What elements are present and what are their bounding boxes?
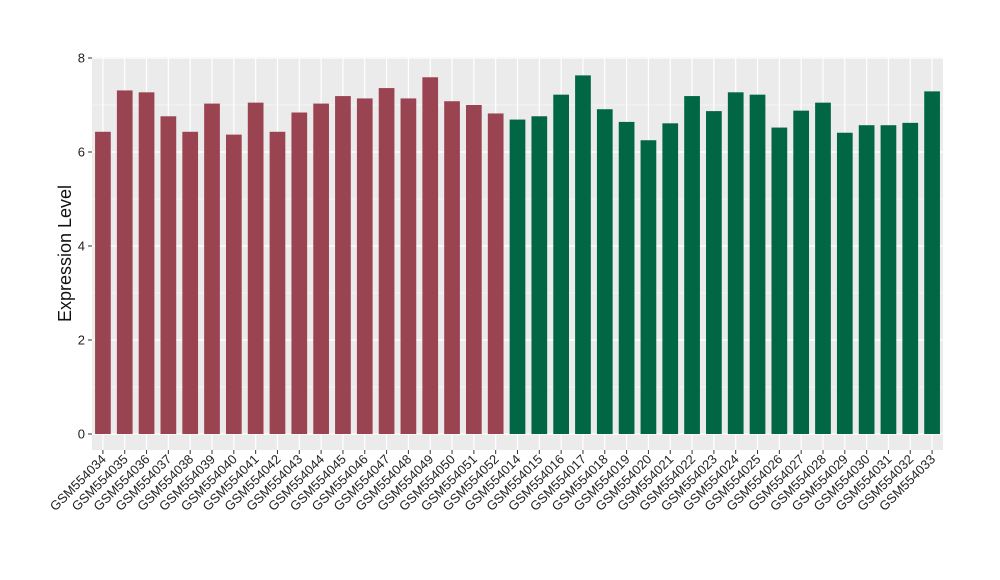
- y-tick-label: 6: [78, 145, 85, 160]
- bar-GSM554033: [924, 91, 940, 435]
- bar-GSM554044: [313, 103, 329, 434]
- y-tick-label: 0: [78, 427, 85, 442]
- y-axis: 0 2 4 6 8: [78, 51, 92, 442]
- bar-GSM554050: [444, 101, 460, 435]
- bar-GSM554040: [225, 134, 242, 435]
- bar-GSM554017: [575, 75, 591, 434]
- bar-GSM554028: [815, 102, 831, 435]
- bar-GSM554049: [422, 77, 439, 435]
- bar-GSM554031: [880, 125, 897, 435]
- y-axis-title: Expression Level: [55, 185, 75, 322]
- bar-GSM554024: [727, 92, 744, 434]
- bar-GSM554051: [466, 105, 482, 434]
- bar-GSM554016: [553, 94, 569, 434]
- bar-GSM554023: [706, 111, 722, 435]
- bar-GSM554021: [662, 123, 679, 434]
- bar-GSM554015: [531, 116, 548, 434]
- bar-GSM554052: [487, 113, 504, 435]
- bar-GSM554047: [378, 88, 395, 434]
- y-tick-label: 2: [78, 333, 85, 348]
- bar-GSM554045: [335, 96, 351, 434]
- bar-GSM554026: [771, 127, 788, 434]
- bar-GSM554025: [749, 94, 766, 434]
- bar-GSM554037: [160, 116, 177, 434]
- bar-GSM554022: [684, 96, 700, 434]
- bar-GSM554027: [793, 110, 810, 434]
- bar-GSM554038: [182, 131, 199, 435]
- bar-GSM554042: [269, 131, 286, 435]
- bar-GSM554046: [356, 98, 373, 435]
- y-tick-label: 8: [78, 51, 85, 66]
- y-tick-label: 4: [78, 239, 85, 254]
- bar-GSM554041: [247, 102, 264, 435]
- bar-GSM554030: [858, 125, 875, 435]
- bar-GSM554020: [640, 140, 657, 434]
- bar-GSM554018: [596, 109, 613, 434]
- bar-GSM554035: [116, 90, 133, 435]
- bar-GSM554036: [138, 92, 155, 434]
- bar-GSM554034: [95, 131, 111, 435]
- x-axis: GSM554034GSM554035GSM554036GSM554037GSM5…: [47, 450, 938, 514]
- bar-GSM554043: [291, 112, 308, 435]
- bar-GSM554032: [902, 122, 919, 435]
- bars: [95, 75, 940, 435]
- bar-GSM554014: [509, 119, 526, 434]
- bar-GSM554019: [618, 121, 635, 435]
- bar-GSM554029: [836, 132, 853, 435]
- bar-GSM554048: [400, 98, 417, 435]
- bar-GSM554039: [204, 103, 220, 434]
